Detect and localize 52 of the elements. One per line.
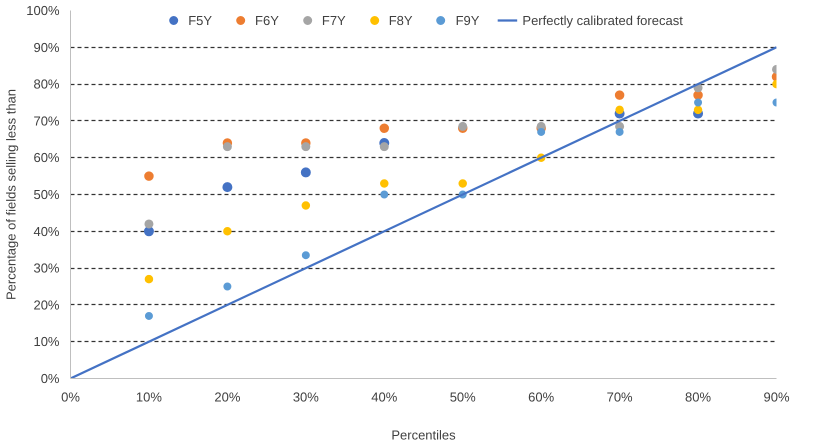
point bbox=[300, 167, 311, 178]
legend-label: F8Y bbox=[388, 12, 413, 28]
y-tick-label: 40% bbox=[33, 224, 60, 239]
y-tick-label: 100% bbox=[26, 3, 60, 18]
x-tick-label: 40% bbox=[371, 390, 398, 404]
x-tick-label: 20% bbox=[214, 390, 241, 404]
point bbox=[301, 142, 310, 152]
point bbox=[302, 201, 310, 210]
legend-label: F9Y bbox=[456, 12, 480, 28]
point bbox=[144, 274, 154, 284]
legend-label: F6Y bbox=[255, 12, 279, 28]
x-tick-label: 50% bbox=[450, 390, 476, 404]
x-tick-label: 80% bbox=[685, 390, 712, 404]
point bbox=[537, 128, 546, 136]
legend-label: F5Y bbox=[188, 12, 212, 28]
x-tick-label: 70% bbox=[606, 390, 634, 404]
y-tick-label: 60% bbox=[33, 150, 60, 166]
point bbox=[302, 251, 310, 260]
point bbox=[614, 90, 624, 100]
point bbox=[223, 282, 232, 290]
legend-label: F7Y bbox=[322, 12, 346, 28]
point bbox=[380, 190, 388, 198]
point bbox=[458, 179, 467, 188]
x-tick-label: 10% bbox=[136, 390, 162, 404]
y-tick-label: 70% bbox=[33, 113, 60, 128]
y-tick-label: 30% bbox=[33, 260, 60, 276]
point bbox=[694, 98, 702, 106]
point bbox=[694, 106, 702, 114]
x-tick-label: 90% bbox=[763, 390, 790, 404]
point bbox=[380, 142, 389, 152]
point bbox=[223, 227, 232, 236]
point bbox=[615, 106, 624, 114]
legend-label: Perfectly calibrated forecast bbox=[522, 12, 683, 28]
y-tick-label: 0% bbox=[40, 371, 60, 386]
y-axis-title: Percentage of fields selling less than bbox=[3, 88, 18, 300]
point bbox=[380, 124, 390, 133]
y-tick-label: 50% bbox=[33, 187, 60, 202]
point bbox=[380, 179, 389, 188]
point bbox=[616, 128, 624, 136]
point bbox=[144, 171, 154, 181]
y-tick-label: 90% bbox=[33, 40, 60, 55]
y-tick-label: 80% bbox=[33, 76, 60, 92]
x-tick-label: 30% bbox=[292, 390, 320, 404]
y-tick-label: 10% bbox=[33, 334, 60, 350]
point bbox=[144, 219, 154, 228]
y-tick-label: 20% bbox=[33, 297, 60, 312]
point bbox=[222, 182, 232, 192]
x-tick-label: 60% bbox=[528, 390, 555, 404]
x-tick-label: 0% bbox=[61, 390, 80, 404]
point bbox=[222, 142, 232, 152]
x-axis-title: Percentiles bbox=[391, 428, 456, 442]
point bbox=[144, 312, 153, 320]
